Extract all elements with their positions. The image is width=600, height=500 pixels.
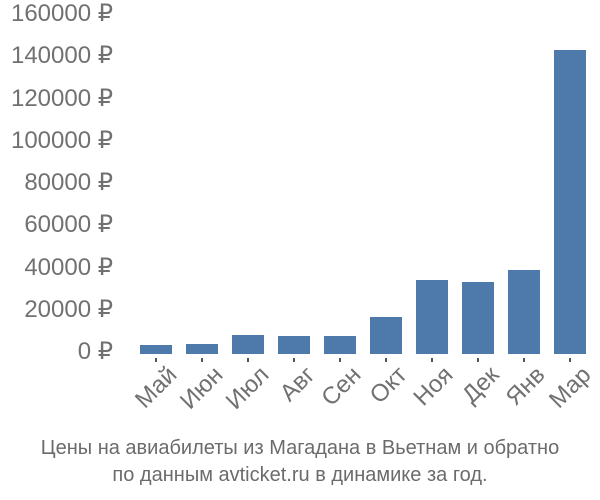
y-axis-tick-label: 120000 ₽ (10, 84, 113, 112)
bar (462, 281, 494, 354)
x-axis-tick-mark (339, 358, 341, 362)
x-axis-tick-mark (247, 358, 249, 362)
y-axis-tick-label: 40000 ₽ (24, 253, 113, 281)
y-axis-tick-label: 0 ₽ (77, 338, 113, 365)
x-axis-tick-mark (385, 358, 387, 362)
x-axis-tick-mark (477, 358, 479, 362)
y-axis-tick-label: 60000 ₽ (24, 211, 113, 239)
x-axis-tick-mark (293, 358, 295, 362)
bar (232, 335, 264, 354)
y-axis-tick-label: 20000 ₽ (24, 295, 113, 323)
bar (186, 343, 218, 354)
chart-caption: Цены на авиабилеты из Магадана в Вьетнам… (0, 435, 600, 489)
y-axis-tick-label: 100000 ₽ (10, 126, 113, 154)
x-axis-tick-mark (523, 358, 525, 362)
x-axis-tick-mark (201, 358, 203, 362)
bar (554, 49, 586, 354)
x-axis-tick-mark (569, 358, 571, 362)
caption-line-2: по данным avticket.ru в динамике за год. (112, 464, 488, 486)
y-axis-tick-label: 80000 ₽ (24, 169, 113, 196)
y-axis-tick-label: 140000 ₽ (10, 42, 113, 70)
bar (278, 336, 310, 354)
bar (416, 280, 448, 354)
x-axis-tick-mark (431, 358, 433, 362)
y-axis-tick-label: 160000 ₽ (10, 0, 113, 28)
x-axis-tick-mark (155, 358, 157, 362)
caption-line-1: Цены на авиабилеты из Магадана в Вьетнам… (40, 437, 560, 459)
bar (508, 269, 540, 354)
bar (140, 344, 172, 354)
bar (370, 317, 402, 354)
bar (324, 336, 356, 354)
